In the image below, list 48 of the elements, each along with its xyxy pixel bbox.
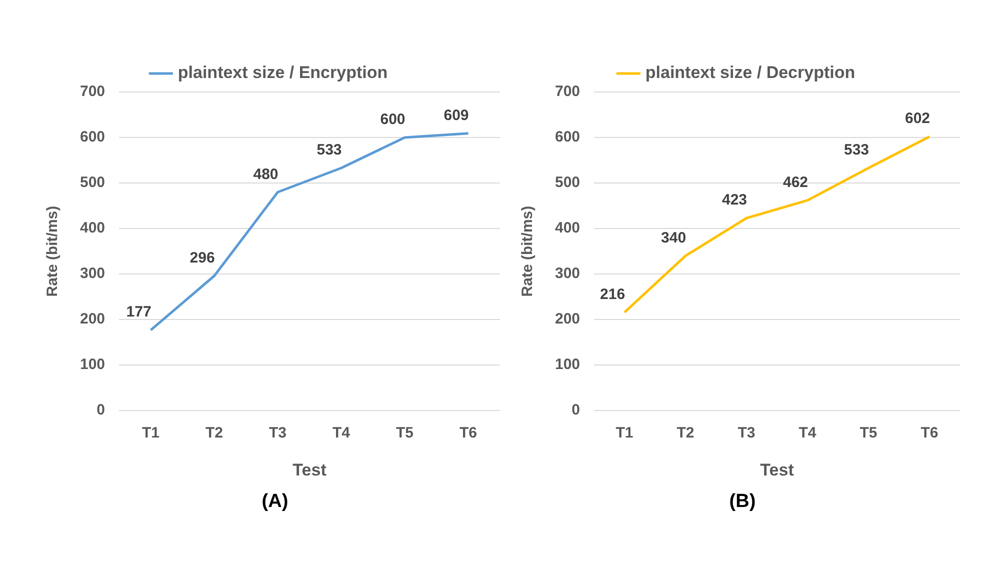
y-tick-label: 200	[554, 310, 580, 328]
y-tick-label: 300	[80, 265, 106, 282]
y-tick-label: 500	[80, 174, 106, 192]
data-label: 602	[904, 110, 930, 128]
y-tick-label: 0	[572, 402, 580, 419]
x-tick-label: T5	[396, 424, 414, 442]
x-axis-title: Test	[760, 460, 794, 480]
y-tick-label: 600	[80, 128, 106, 146]
data-label: 600	[380, 111, 406, 128]
data-label: 533	[316, 142, 342, 159]
y-axis-title: Rate (bit/ms)	[519, 206, 536, 297]
x-tick-label: T5	[860, 424, 878, 442]
y-tick-label: 300	[554, 265, 580, 282]
data-label: 177	[126, 304, 152, 321]
data-label: 340	[661, 229, 686, 246]
x-tick-label: T4	[798, 424, 817, 442]
text: (A)	[260, 491, 290, 513]
y-axis-title: Rate (bit/ms)	[44, 206, 62, 297]
x-tick-label: T6	[459, 424, 478, 442]
y-tick-label: 100	[554, 356, 580, 374]
x-tick-label: T3	[269, 424, 287, 442]
y-tick-label: 400	[80, 220, 106, 237]
data-label: 533	[844, 142, 870, 159]
x-tick-label: T6	[920, 424, 938, 442]
text: (B)	[728, 491, 757, 513]
y-tick-label: 0	[96, 402, 106, 419]
legend-label: plaintext size / Encryption	[178, 63, 388, 82]
x-tick-label: T3	[738, 424, 756, 442]
y-tick-label: 700	[554, 83, 580, 100]
legend-label: plaintext size / Decryption	[645, 63, 856, 82]
data-label: 480	[253, 166, 278, 183]
data-label: 296	[190, 250, 215, 267]
x-tick-label: T2	[206, 424, 224, 442]
data-label: 423	[722, 192, 748, 209]
y-tick-label: 200	[80, 310, 106, 328]
data-label: 609	[444, 107, 469, 124]
y-tick-label: 500	[554, 174, 580, 192]
data-label: 216	[600, 286, 626, 303]
x-tick-label: T1	[616, 424, 634, 442]
x-tick-label: T1	[142, 424, 160, 442]
x-tick-label: T4	[332, 424, 351, 442]
y-tick-label: 100	[80, 356, 106, 374]
data-label: 462	[782, 174, 808, 191]
y-tick-label: 700	[80, 83, 106, 100]
y-tick-label: 600	[554, 128, 580, 146]
x-axis-title: Test	[292, 460, 327, 480]
y-tick-label: 400	[554, 220, 580, 237]
x-tick-label: T2	[676, 424, 694, 442]
